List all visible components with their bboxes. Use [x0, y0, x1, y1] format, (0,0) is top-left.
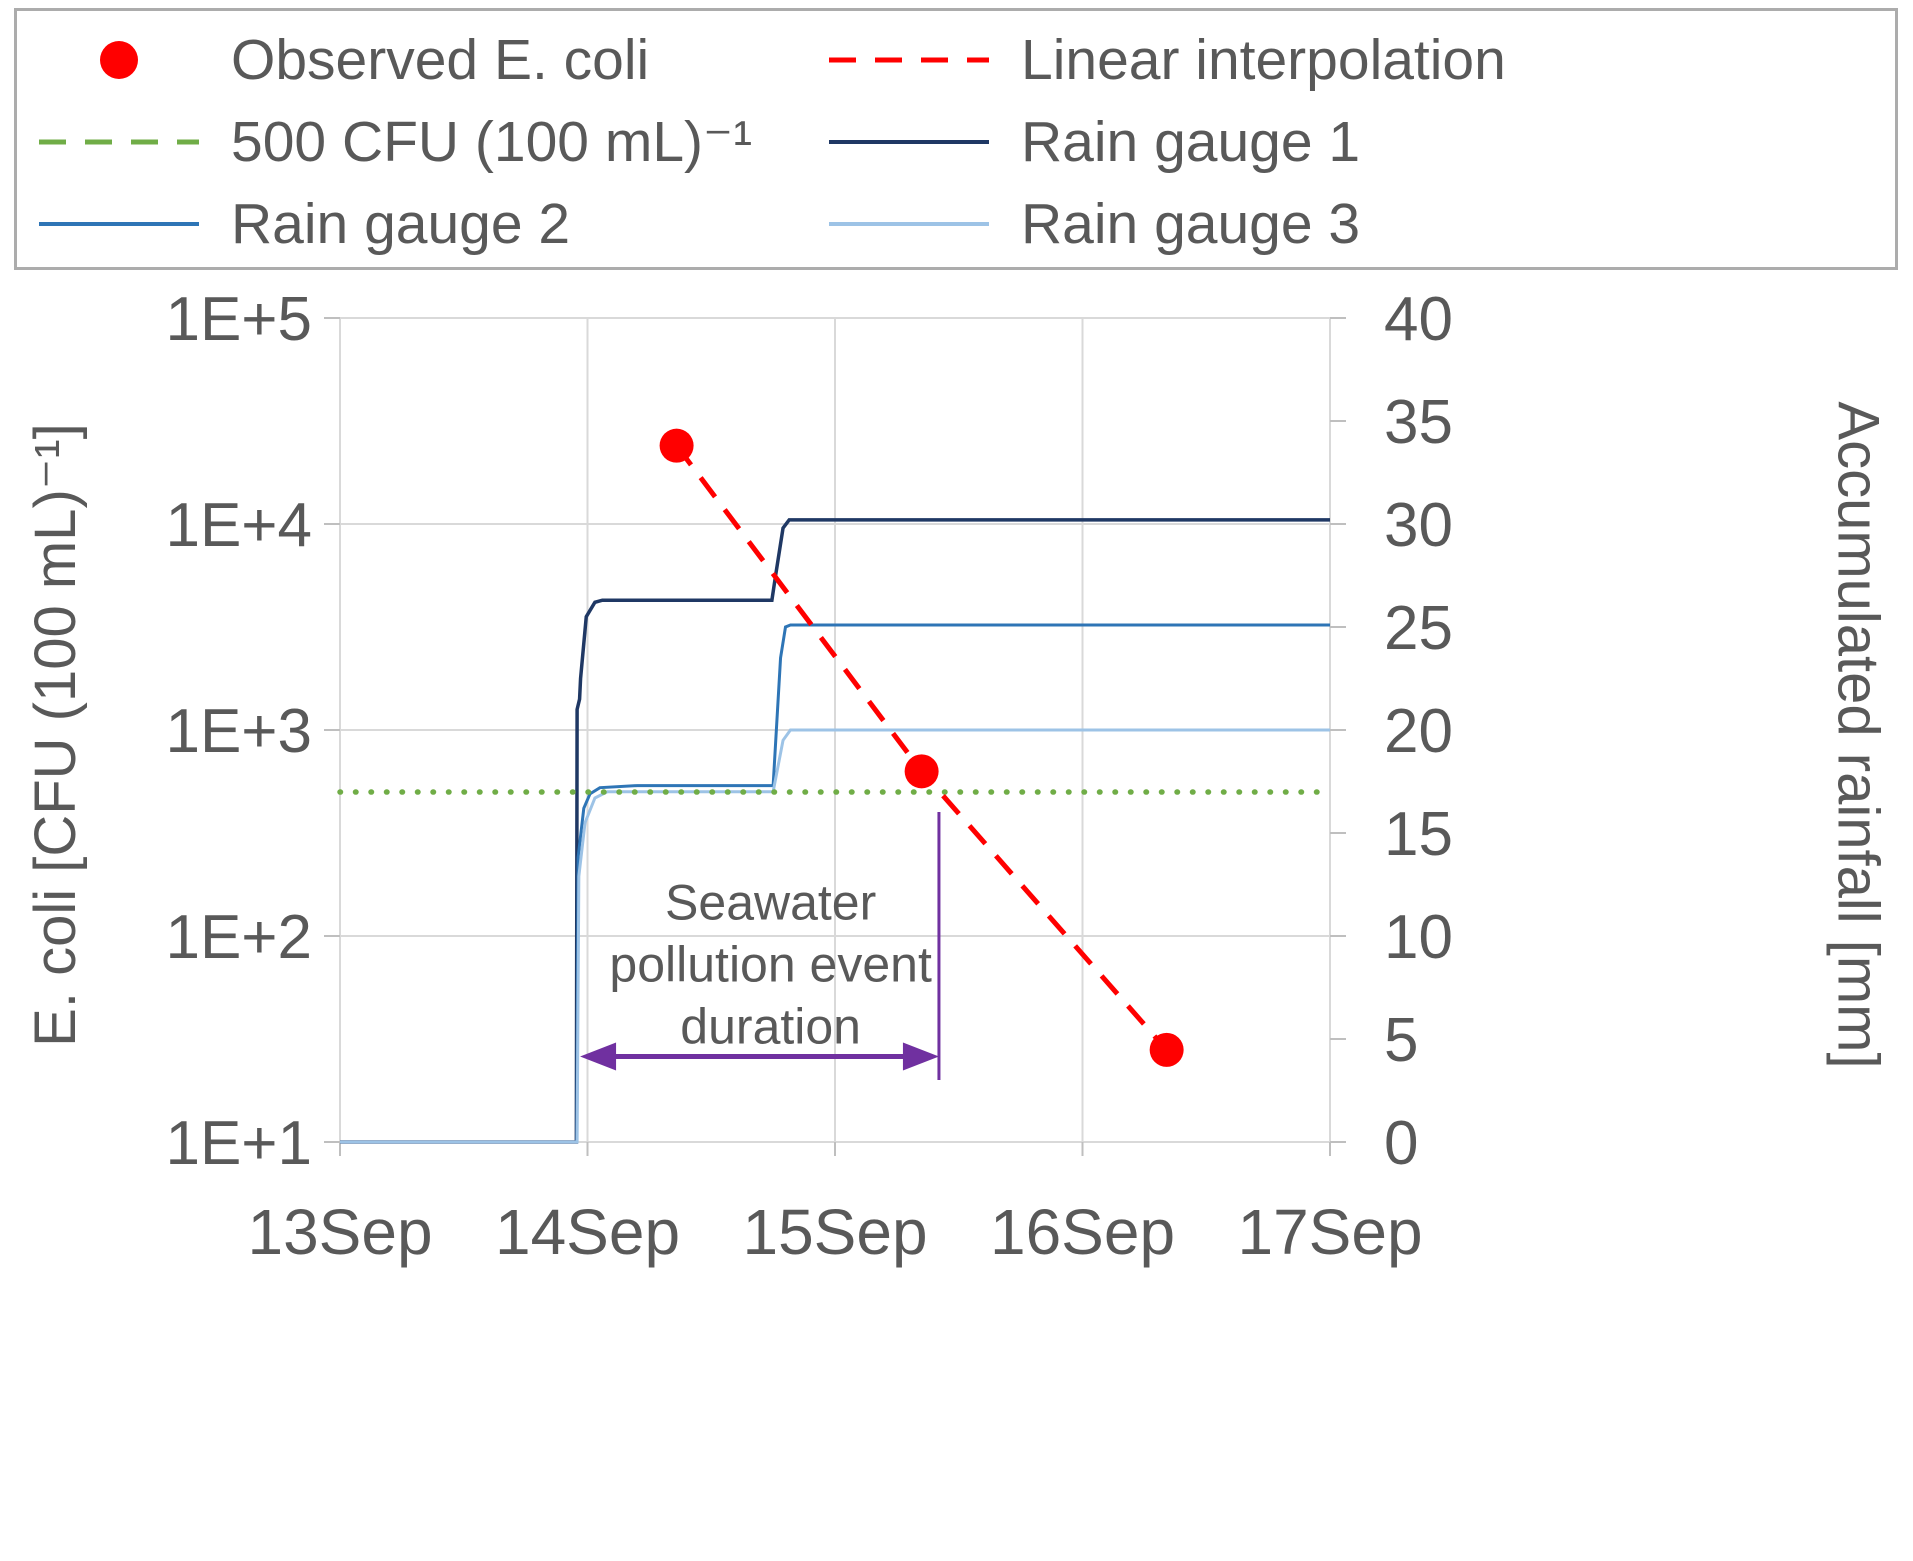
legend-label: Rain gauge 2: [231, 191, 571, 256]
legend-label: 500 CFU (100 mL)⁻¹: [231, 109, 753, 174]
x-tick-label: 13Sep: [247, 1196, 432, 1268]
pollution-event-annotation-line: pollution event: [609, 937, 932, 993]
y-right-tick-label: 35: [1384, 388, 1453, 457]
y-right-tick-label: 25: [1384, 594, 1453, 663]
observed-e-coli-point: [659, 428, 694, 463]
legend-label: Rain gauge 3: [1021, 191, 1361, 256]
legend-item-observed-e-coli: Observed E. coli: [35, 27, 825, 92]
rain-gauge-1-marker-icon: [829, 140, 989, 144]
legend-item-linear-interpolation: Linear interpolation: [825, 27, 1895, 92]
y-left-tick-label: 1E+4: [165, 491, 312, 560]
legend-item-500-cfu-100-ml: 500 CFU (100 mL)⁻¹: [35, 109, 825, 174]
x-tick-label: 17Sep: [1237, 1196, 1422, 1268]
chart-legend: Observed E. coli Linear interpolation 500 …: [14, 8, 1898, 270]
legend-label: Rain gauge 1: [1021, 109, 1361, 174]
legend-item-rain-gauge-3: Rain gauge 3: [825, 191, 1895, 256]
left-axis-title: E. coli [CFU (100 mL)⁻¹]: [23, 423, 88, 1047]
y-left-tick-label: 1E+1: [165, 1109, 312, 1178]
arrow-head-right-icon: [902, 1042, 939, 1071]
legend-item-rain-gauge-2: Rain gauge 2: [35, 191, 825, 256]
y-right-tick-label: 5: [1384, 1006, 1418, 1075]
observed-e-coli-point: [904, 754, 939, 789]
linear-interpolation-marker-icon: [829, 57, 989, 63]
y-right-tick-label: 40: [1384, 285, 1453, 354]
y-left-tick-label: 1E+3: [165, 697, 312, 766]
arrow-head-left-icon: [580, 1042, 617, 1071]
y-right-tick-label: 10: [1384, 903, 1453, 972]
right-axis-title: Accumulated rainfall [mm]: [1825, 401, 1891, 1069]
y-right-tick-label: 0: [1384, 1109, 1418, 1178]
pollution-event-annotation-line: Seawater: [665, 875, 876, 931]
x-tick-label: 15Sep: [742, 1196, 927, 1268]
pollution-event-annotation-line: duration: [680, 999, 861, 1055]
rain-gauge-2-marker-icon: [39, 222, 199, 226]
observed-e-coli-point: [1149, 1032, 1184, 1067]
observed-e-coli-marker-icon: [100, 41, 138, 79]
y-right-tick-label: 15: [1384, 800, 1453, 869]
legend-item-rain-gauge-1: Rain gauge 1: [825, 109, 1895, 174]
rain-gauge-3-series-line: [340, 728, 1330, 1144]
rain-gauge-1-series-line: [340, 518, 1330, 1144]
y-left-tick-label: 1E+2: [165, 903, 312, 972]
y-right-tick-label: 20: [1384, 697, 1453, 766]
legend-label: Linear interpolation: [1021, 27, 1506, 92]
x-tick-label: 16Sep: [990, 1196, 1175, 1268]
rain-gauge-3-marker-icon: [829, 222, 989, 226]
y-left-tick-label: 1E+5: [165, 285, 312, 354]
legend-label: Observed E. coli: [231, 27, 650, 92]
x-tick-label: 14Sep: [495, 1196, 680, 1268]
500-cfu-100-ml-marker-icon: [39, 139, 199, 145]
y-right-tick-label: 30: [1384, 491, 1453, 560]
